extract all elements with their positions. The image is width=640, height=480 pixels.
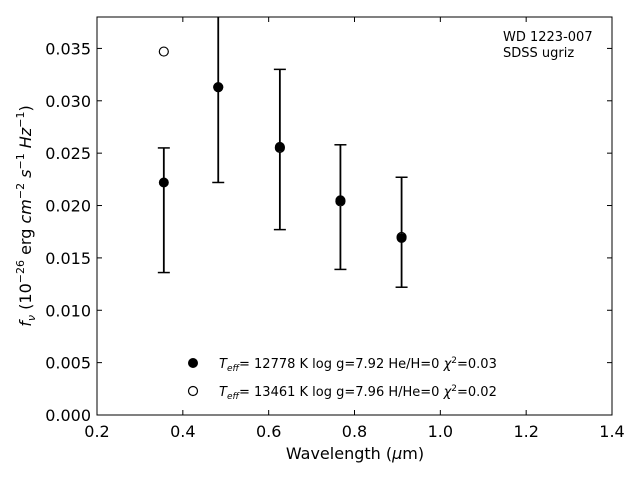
y-axis-label: fν (10−26 erg cm−2 s−1 Hz−1) bbox=[14, 105, 38, 326]
y-axis-ticks: 0.000 0.005 0.010 0.015 0.020 0.025 0.030 0.035 bbox=[45, 39, 612, 425]
y-tick-label: 0.025 bbox=[45, 144, 91, 163]
x-tick-label: 0.8 bbox=[342, 422, 367, 441]
x-tick-label: 0.2 bbox=[84, 422, 109, 441]
x-tick-label: 1.2 bbox=[513, 422, 538, 441]
model-point-filled bbox=[396, 232, 407, 243]
model-point-filled bbox=[335, 195, 346, 206]
x-tick-label: 1.0 bbox=[428, 422, 453, 441]
model-point-open bbox=[158, 46, 169, 57]
annotation-line-2: SDSS ugriz bbox=[503, 46, 574, 61]
y-tick-label: 0.035 bbox=[45, 39, 91, 58]
legend-marker-filled bbox=[188, 358, 198, 368]
model-point-filled bbox=[274, 141, 285, 152]
y-tick-label: 0.005 bbox=[45, 354, 91, 373]
x-tick-label: 0.4 bbox=[170, 422, 195, 441]
y-tick-label: 0.015 bbox=[45, 249, 91, 268]
legend-marker-open bbox=[187, 385, 199, 397]
x-tick-label: 1.4 bbox=[599, 422, 624, 441]
x-tick-label: 0.6 bbox=[256, 422, 281, 441]
y-tick-label: 0.030 bbox=[45, 92, 91, 111]
model-point-filled bbox=[158, 177, 169, 188]
model-point-filled bbox=[213, 82, 224, 93]
x-axis-label: Wavelength (μm) bbox=[286, 444, 424, 463]
plot-frame bbox=[96, 16, 613, 416]
legend-entry-open: Teff= 13461 K log g=7.96 H/He=0 χ2=0.02 bbox=[219, 384, 497, 402]
x-axis-ticks: 0.2 0.4 0.6 0.8 1.0 1.2 1.4 bbox=[84, 17, 625, 441]
data-points bbox=[158, 46, 407, 243]
legend: Teff= 12778 K log g=7.92 He/H=0 χ2=0.03 … bbox=[187, 356, 497, 402]
y-tick-label: 0.000 bbox=[45, 406, 91, 425]
legend-entry-filled: Teff= 12778 K log g=7.92 He/H=0 χ2=0.03 bbox=[219, 356, 497, 374]
annotation-line-1: WD 1223-007 bbox=[503, 30, 593, 45]
y-tick-label: 0.010 bbox=[45, 301, 91, 320]
y-tick-label: 0.020 bbox=[45, 197, 91, 216]
